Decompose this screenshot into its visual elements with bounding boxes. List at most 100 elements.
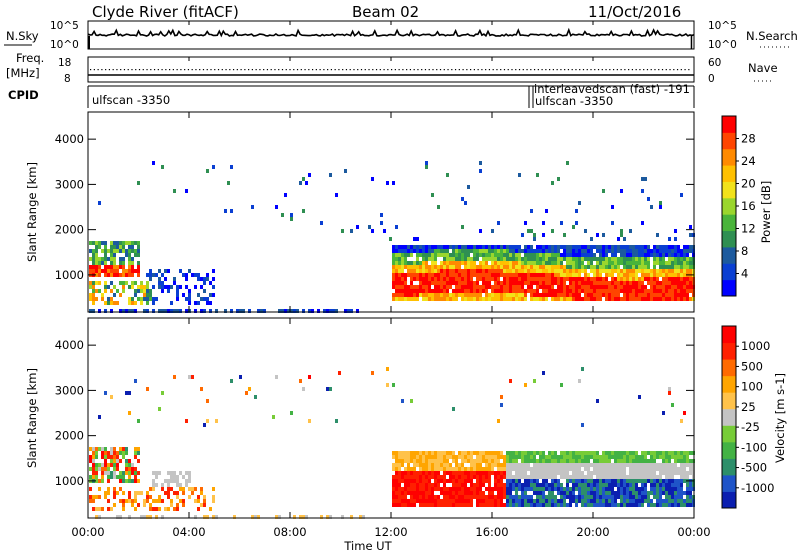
power-cell [437,205,440,209]
velocity-cell [557,459,560,463]
nave-dot [462,69,464,71]
velocity-cell [587,463,590,467]
velocity-cell [392,483,395,487]
velocity-cell [590,455,593,459]
power-cell [617,265,620,269]
power-cell [128,261,131,265]
power-cell [545,281,548,285]
velocity-cell [650,491,653,495]
velocity-cell [665,455,668,459]
velocity-cell [599,455,602,459]
velocity-y-tick-label: 4000 [55,338,84,352]
velocity-cell [686,451,689,455]
power-cell [425,277,428,281]
power-cell [437,273,440,277]
nave-dot [293,69,295,71]
velocity-cell [512,487,515,491]
power-cell [131,265,134,269]
power-cell [590,289,593,293]
velocity-cell [677,491,680,495]
velocity-cell [404,475,407,479]
velocity-cell [548,455,551,459]
power-cell [683,289,686,293]
velocity-cell [491,463,494,467]
velocity-cell [632,495,635,499]
velocity-cell [599,503,602,507]
nave-dot [232,69,235,71]
velocity-cell [581,423,584,427]
velocity-cell [419,491,422,495]
velocity-cell [446,471,449,475]
velocity-cell [470,467,473,471]
power-cell [581,257,584,261]
nave-dot [150,69,152,71]
power-cell [173,277,176,281]
power-cell [125,309,128,313]
power-cell [536,293,539,297]
velocity-cell [554,451,557,455]
velocity-cell [557,455,560,459]
power-cell [431,245,434,249]
power-cell [503,269,506,273]
power-cell [113,265,116,269]
power-cell [119,241,122,245]
power-cell [533,249,536,253]
power-cell [578,277,581,281]
velocity-cell [611,503,614,507]
velocity-cell [482,479,485,483]
velocity-cell [449,491,452,495]
power-cell [587,289,590,293]
velocity-cell [509,467,512,471]
velocity-cell [452,487,455,491]
power-cell [104,265,107,269]
power-cell [209,281,212,285]
power-cell [560,245,563,249]
velocity-colorbar-swatch [722,326,736,344]
velocity-cell [611,499,614,503]
velocity-cell [632,455,635,459]
power-cell [452,281,455,285]
velocity-cell [593,499,596,503]
velocity-cell [578,487,581,491]
power-cell [542,261,545,265]
velocity-cell [566,487,569,491]
velocity-cell [113,475,116,479]
power-cell [431,257,434,261]
velocity-cell [305,515,308,519]
velocity-cell [89,459,92,463]
velocity-cell [116,459,119,463]
velocity-cell [632,459,635,463]
power-cell [431,253,434,257]
velocity-cell [434,471,437,475]
power-cell [614,261,617,265]
velocity-cell [545,463,548,467]
power-cell [503,253,506,257]
velocity-cell [155,507,158,511]
velocity-cell [473,463,476,467]
power-cell [434,249,437,253]
power-cell [482,277,485,281]
power-cell [161,165,164,169]
velocity-cell [125,499,128,503]
power-cell [110,289,113,293]
velocity-cell [554,479,557,483]
velocity-cell [413,475,416,479]
power-cell [392,269,395,273]
power-cell [656,281,659,285]
velocity-cell [275,515,278,519]
velocity-cell [641,491,644,495]
power-cell [617,257,620,261]
power-cell [473,257,476,261]
velocity-cell [485,475,488,479]
velocity-cell [458,487,461,491]
velocity-cell [677,503,680,507]
velocity-cell [509,471,512,475]
power-cell [635,277,638,281]
velocity-cell [404,495,407,499]
velocity-cell [509,483,512,487]
power-cell [449,297,452,301]
velocity-cell [515,495,518,499]
velocity-cell [473,495,476,499]
power-cell [401,293,404,297]
